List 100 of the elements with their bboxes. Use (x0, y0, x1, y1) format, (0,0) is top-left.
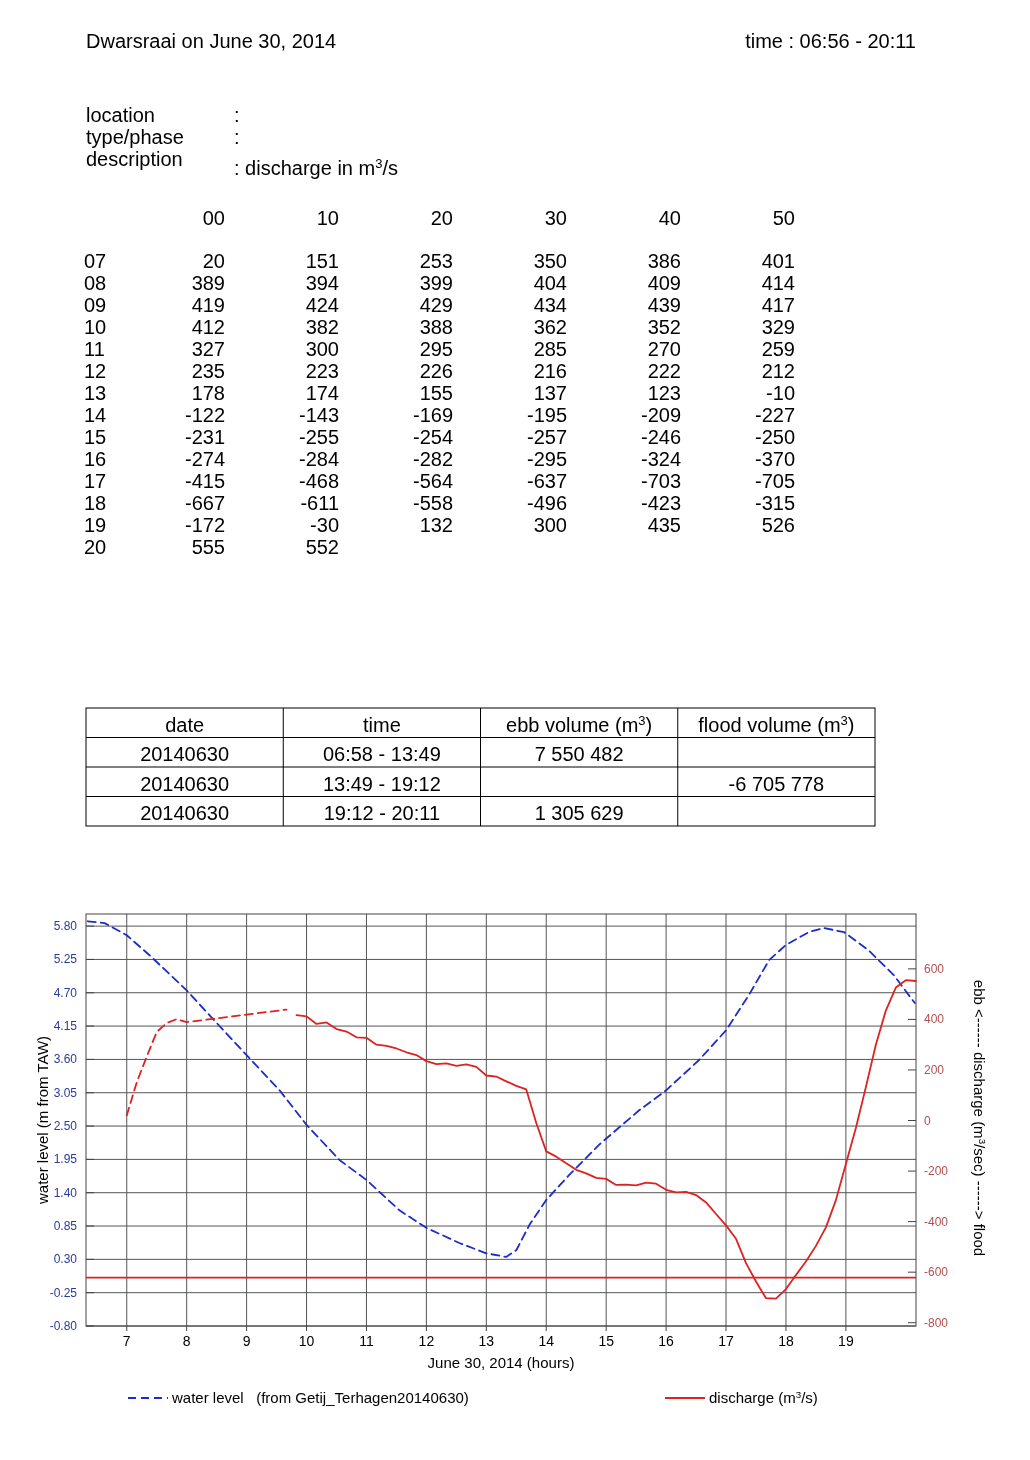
data-label: -10 (766, 382, 795, 404)
data-label: 350 (533, 250, 567, 272)
data-label: -169 (412, 404, 453, 426)
y-tick-label: 11 (84, 338, 105, 360)
data-label: 429 (419, 294, 453, 316)
data-label: 435 (647, 514, 681, 536)
text: -6 705 778 (728, 772, 825, 795)
data-label: -370 (754, 448, 795, 470)
text: 1 305 629 (534, 802, 624, 824)
category-label: ebb volume (m$^{3}$) (506, 712, 653, 736)
x-tick-label: 30 (544, 207, 567, 229)
data-label: 412 (191, 316, 225, 338)
text: 20140630 (140, 802, 230, 824)
data-label: -415 (184, 470, 225, 492)
data-label: 155 (419, 382, 453, 404)
data-label: -284 (298, 448, 339, 470)
x-axis-title: June 30, 2014 (hours) (427, 1354, 575, 1371)
category-label: time (362, 713, 401, 736)
data-label: 285 (533, 338, 567, 360)
data-label: 137 (533, 382, 567, 404)
data-label: 235 (191, 360, 225, 382)
data-label: -257 (526, 426, 567, 448)
x-tick-label: 7 (122, 1333, 131, 1349)
data-label: -705 (754, 470, 795, 492)
text: description : discharge in m$^{3}$/s (86, 148, 398, 179)
x-tick-label: 8 (182, 1333, 191, 1349)
data-label: 327 (191, 338, 225, 360)
data-label: 409 (647, 272, 681, 294)
data-label: -122 (184, 404, 225, 426)
data-label: -209 (640, 404, 681, 426)
y-tick-label: 4.15 (53, 1019, 78, 1034)
data-label: 404 (533, 272, 567, 294)
x-tick-label: 17 (718, 1333, 735, 1349)
y-tick-label: 07 (84, 250, 107, 272)
text: time : 06:56 - 20:11 (745, 30, 916, 52)
y-tick-label: 0.85 (53, 1219, 78, 1234)
data-label: -254 (412, 426, 453, 448)
y2-tick-label: -200 (924, 1164, 949, 1179)
data-label: -423 (640, 492, 681, 514)
data-label: 253 (419, 250, 453, 272)
y2-tick-label: 200 (924, 1062, 945, 1077)
data-label: -496 (526, 492, 567, 514)
y-tick-label: 0.30 (53, 1252, 78, 1267)
y-tick-label: 15 (84, 426, 107, 448)
data-label: 419 (191, 294, 225, 316)
data-label: -667 (184, 492, 225, 514)
x-tick-label: 19 (838, 1333, 854, 1349)
data-label: -558 (412, 492, 453, 514)
data-label: 178 (191, 382, 225, 404)
data-label: 386 (647, 250, 681, 272)
legend-label: discharge (m$^{3}$/s) (709, 1388, 818, 1406)
data-label: 414 (761, 272, 795, 294)
y2-tick-label: 600 (924, 961, 945, 976)
data-label: -282 (412, 448, 453, 470)
y-tick-label: 1.95 (53, 1152, 78, 1167)
data-label: 424 (305, 294, 339, 316)
y-tick-label: -0.25 (49, 1285, 78, 1300)
data-label: 552 (305, 536, 339, 558)
text: 7 550 482 (534, 743, 624, 765)
text: 20140630 (140, 743, 230, 765)
y-tick-label: 5.25 (53, 952, 78, 967)
data-label: 222 (647, 360, 681, 382)
x-tick-label: 10 (298, 1333, 315, 1349)
x-tick-label: 16 (658, 1333, 675, 1349)
y-tick-label: 4.70 (53, 985, 78, 1000)
data-label: -315 (754, 492, 795, 514)
y-tick-label: 5.80 (53, 919, 78, 934)
data-label: -195 (526, 404, 567, 426)
data-label: 394 (305, 272, 339, 294)
data-label: 362 (533, 316, 567, 338)
data-label: -246 (640, 426, 681, 448)
x-tick-label: 10 (316, 207, 339, 229)
data-label: 352 (647, 316, 681, 338)
y-tick-label: 1.40 (53, 1185, 78, 1200)
y-tick-label: 13 (84, 382, 107, 404)
x-tick-label: 00 (202, 207, 225, 229)
data-label: -30 (310, 514, 339, 536)
y-tick-label: 09 (84, 294, 107, 316)
y2-tick-label: 0 (924, 1113, 931, 1128)
y-tick-label: 16 (84, 448, 107, 470)
text: 19:12 - 20:11 (323, 802, 441, 824)
data-label: -611 (300, 492, 339, 514)
data-label: -255 (298, 426, 339, 448)
text: 13:49 - 19:12 (322, 772, 441, 795)
data-label: -295 (526, 448, 567, 470)
data-label: 216 (533, 360, 567, 382)
data-label: 329 (761, 316, 795, 338)
y-tick-label: 14 (84, 404, 107, 426)
y-tick-label: 17 (84, 470, 107, 492)
x-tick-label: 18 (778, 1333, 794, 1349)
data-label: -468 (298, 470, 339, 492)
text: type/phase : (86, 126, 240, 148)
x-tick-label: 40 (658, 207, 681, 229)
x-tick-label: 20 (430, 207, 453, 229)
data-label: 259 (761, 338, 795, 360)
y2-tick-label: -600 (924, 1265, 949, 1280)
text: 06:58 - 13:49 (322, 743, 441, 765)
data-label: -172 (184, 514, 225, 536)
data-label: 226 (419, 360, 453, 382)
data-label: -637 (526, 470, 567, 492)
